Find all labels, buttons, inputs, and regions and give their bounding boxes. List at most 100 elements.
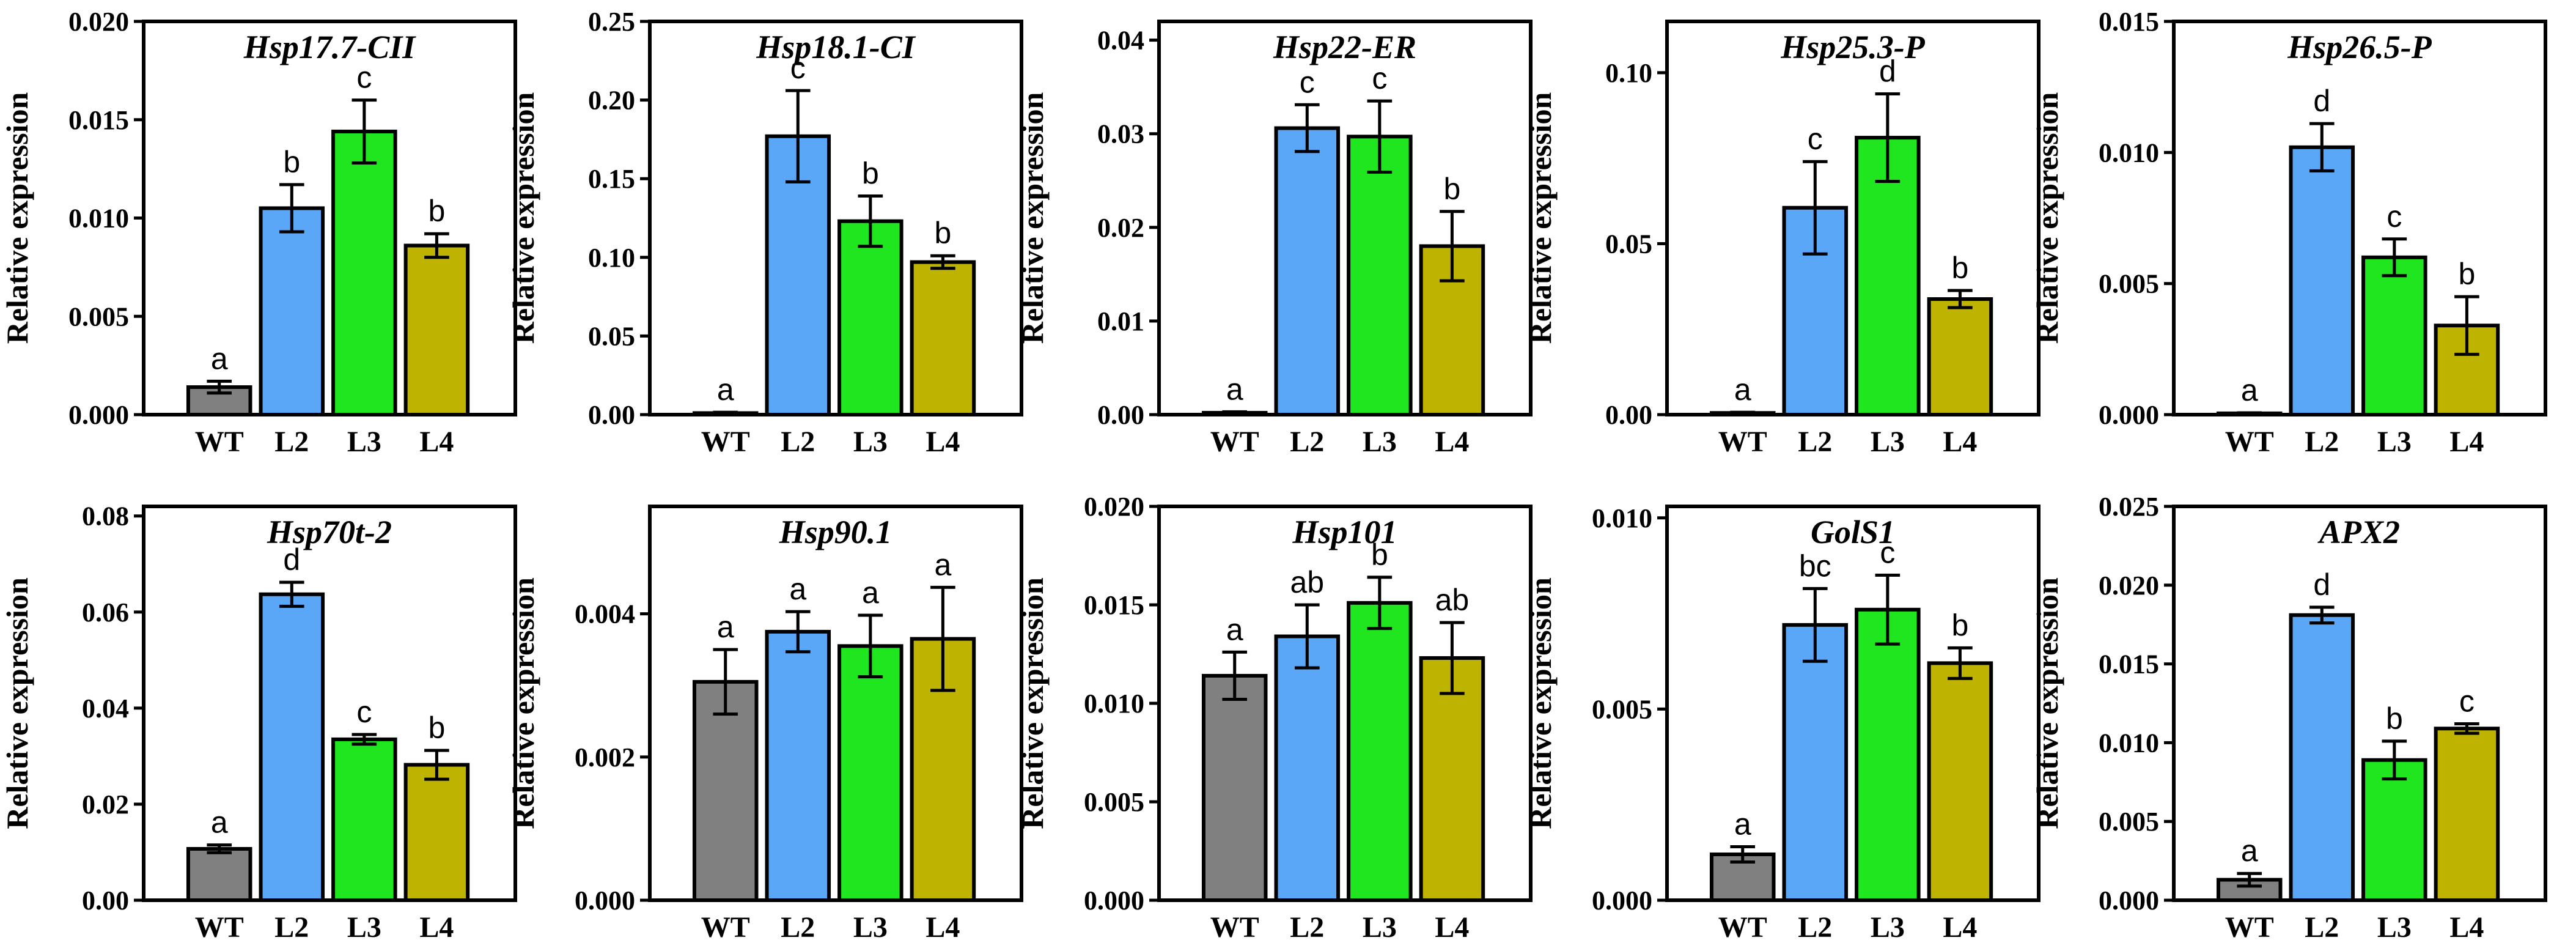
y-tick-label: 0.004 [575,599,635,629]
y-tick-label: 0.04 [1097,26,1144,56]
bar-l3 [331,737,397,903]
y-tick-label: 0.020 [1084,492,1144,522]
significance-letter: a [211,341,228,376]
error-bar [1367,99,1393,174]
y-tick-label: 0.04 [82,694,129,723]
significance-letter: a [211,805,228,840]
y-tick-label: 0.25 [588,7,635,37]
y-tick-label: 0.08 [82,501,129,531]
y-tick-label: 0.015 [1084,590,1144,620]
y-tick-label: 0.020 [2099,571,2159,601]
y-tick-label: 0.02 [1097,213,1144,243]
error-bar [785,610,811,654]
significance-letter: ab [1435,583,1470,617]
bar-l3 [1855,607,1921,903]
significance-letter: c [1808,122,1823,156]
error-bar [930,254,955,270]
error-bar [1802,587,1828,663]
x-tick-label: WT [1210,426,1259,458]
y-tick-label: 0.010 [1592,503,1652,533]
x-tick-label: WT [2225,426,2274,458]
y-tick-label: 0.005 [2099,269,2159,299]
bar-l2 [2289,613,2355,903]
chart-panel: 0.00 0.05 0.10 0.15 0.20 0.25 Relative express… [506,7,1023,458]
plot-frame [1665,505,2041,902]
y-tick-label: 0.005 [1084,787,1144,817]
y-tick-label: 0.015 [2099,7,2159,37]
error-bar [351,98,377,165]
error-bar [1802,160,1828,256]
error-bar [713,648,738,716]
x-tick-label: L4 [419,426,454,458]
x-tick-label: L4 [2449,911,2484,944]
bar-l2 [259,206,325,416]
y-tick-label: 0.20 [588,86,635,116]
chart-title: Hsp90.1 [779,514,892,550]
error-bar [1875,92,1901,183]
bar-l4 [403,763,470,903]
error-bar [424,232,449,259]
significance-letter: c [356,695,372,729]
plot-frame [142,505,517,902]
y-tick-label: 0.000 [575,886,635,916]
x-tick-label: L3 [347,911,381,944]
bar-l4 [1927,661,1993,902]
error-bar [1948,289,1973,309]
error-bar [785,89,811,183]
significance-letter: a [2241,373,2258,407]
significance-letter: bc [1799,549,1831,583]
y-tick-label: 0.005 [68,302,129,331]
y-tick-label: 0.01 [1097,306,1144,336]
chart-title: Hsp18.1-CI [756,29,916,65]
error-bar [2454,295,2479,356]
y-tick-label: 0.002 [575,742,635,772]
y-tick-label: 0.00 [1097,400,1144,430]
x-tick-label: L3 [1363,426,1397,458]
error-bar [1440,621,1465,695]
error-bar [2454,722,2479,735]
y-tick-label: 0.000 [1592,886,1652,916]
significance-letter: d [2313,84,2330,118]
chart-panel: 0.000 0.002 0.004 Relative expression Hsp90.… [506,505,1023,944]
significance-letter: c [2386,199,2402,234]
significance-letter: a [1734,807,1751,841]
significance-letter: a [717,610,734,644]
significance-letter: a [1226,372,1243,406]
error-bar [424,749,449,781]
significance-letter: c [1372,61,1387,95]
x-tick-label: L4 [2449,426,2484,458]
x-tick-label: L3 [2377,911,2412,944]
y-axis-label: Relative expression [1015,92,1050,344]
significance-letter: a [1734,372,1751,407]
error-bar [279,580,304,608]
x-tick-label: L4 [926,911,960,944]
significance-letter: b [935,216,952,250]
y-tick-label: 0.005 [1592,694,1652,724]
y-tick-label: 0.000 [68,400,129,430]
significance-letter: d [1879,54,1896,89]
y-tick-label: 0.03 [1097,119,1144,149]
significance-letter: c [1300,65,1315,99]
bar-l3 [331,130,397,416]
y-tick-label: 0.00 [82,886,129,916]
error-bar [1730,845,1756,864]
bar-l2 [2289,145,2355,416]
plot-frame [1157,20,1533,416]
bar-l3 [837,219,903,416]
bar-l3 [837,644,903,902]
significance-letter: b [2386,701,2403,736]
bar-wt [1201,673,1268,903]
bar-l3 [2361,255,2427,416]
x-tick-label: L2 [274,426,309,458]
x-tick-label: L3 [853,426,888,458]
x-tick-label: L2 [1290,911,1324,944]
y-axis-label: Relative expression [2030,577,2064,829]
error-bar [1948,646,1973,680]
y-tick-label: 0.010 [2099,728,2159,758]
x-tick-label: L2 [2305,911,2339,944]
y-tick-label: 0.05 [1605,229,1652,259]
chart-title: Hsp25.3-P [1780,29,1926,65]
chart-panel: 0.000 0.005 0.010 0.015 0.020 0.025 Relative e… [2030,492,2547,944]
plot-frame [1665,20,2041,416]
bar-wt [186,846,252,902]
